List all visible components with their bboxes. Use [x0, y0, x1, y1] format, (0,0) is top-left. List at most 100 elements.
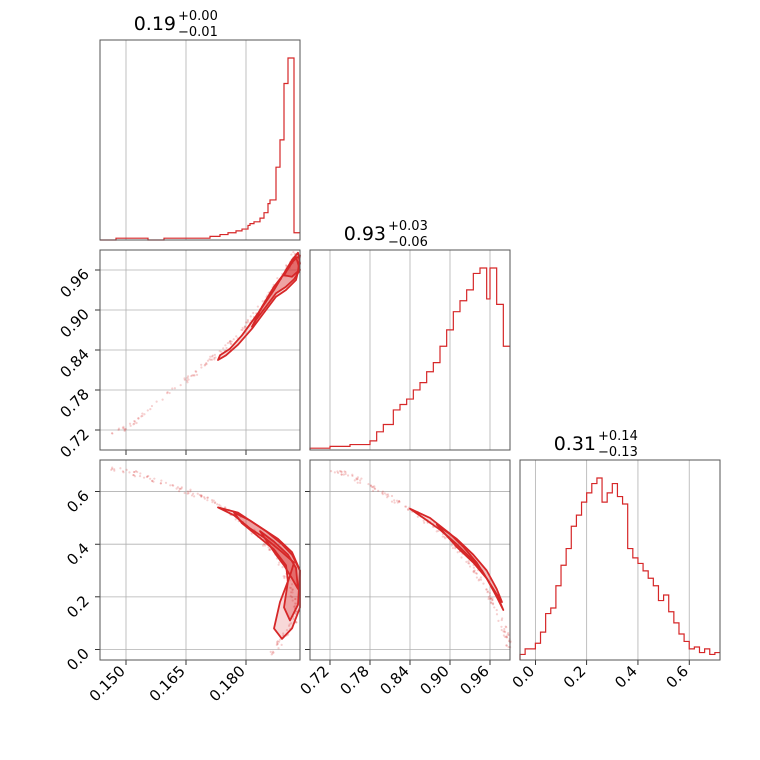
sample-point: [285, 264, 288, 267]
sample-point: [193, 374, 196, 377]
sample-point: [383, 492, 386, 495]
sample-point: [166, 392, 169, 395]
histogram-steps: [519, 477, 720, 660]
sample-point: [489, 597, 492, 600]
sample-point: [507, 645, 510, 649]
sample-point: [171, 387, 174, 390]
sample-point: [369, 484, 372, 487]
sample-point: [444, 537, 447, 540]
sample-point: [503, 630, 506, 633]
sample-point: [213, 353, 216, 356]
sample-point: [291, 588, 294, 591]
sample-point: [133, 470, 136, 474]
sample-point: [195, 370, 198, 373]
sample-point: [187, 492, 190, 495]
sample-point: [291, 599, 294, 602]
sample-point: [216, 503, 219, 506]
sample-point: [191, 492, 195, 495]
sample-point: [356, 477, 359, 481]
sample-point: [133, 422, 136, 425]
x-tick-label: 0.4: [611, 662, 641, 692]
sample-point: [203, 497, 206, 500]
sample-point: [183, 378, 186, 381]
sample-point: [133, 420, 137, 423]
sample-point: [213, 358, 216, 361]
sample-point: [146, 409, 149, 412]
sample-point: [396, 501, 399, 504]
sample-point: [149, 408, 152, 411]
y-tick-label: 0.78: [56, 385, 92, 421]
sample-point: [356, 481, 359, 484]
sample-point: [385, 493, 388, 496]
sample-point: [128, 471, 131, 474]
sample-point: [270, 653, 273, 656]
sample-point: [211, 501, 214, 504]
y-tick-label: 0.96: [56, 265, 92, 301]
sample-point: [226, 341, 229, 345]
sample-point: [282, 575, 285, 578]
sample-point: [246, 321, 249, 324]
sample-point: [344, 470, 347, 474]
x-tick-label: 0.6: [662, 662, 692, 692]
sample-point: [128, 422, 132, 425]
sample-point: [234, 518, 237, 521]
sample-point: [200, 494, 203, 498]
sample-point: [381, 490, 385, 493]
sample-point: [272, 651, 275, 654]
sample-point: [395, 499, 399, 502]
sample-point: [222, 347, 225, 350]
sample-point: [340, 473, 343, 476]
sample-point: [289, 594, 292, 598]
sample-point: [472, 569, 475, 573]
sample-point: [183, 377, 186, 380]
sample-point: [133, 419, 136, 423]
sample-point: [132, 473, 135, 477]
sample-point: [224, 344, 227, 347]
sample-point: [472, 570, 475, 573]
sample-point: [500, 618, 503, 622]
sample-point: [111, 467, 114, 471]
sample-point: [240, 328, 243, 332]
contour-level: [435, 523, 503, 603]
sample-point: [142, 476, 146, 479]
axes-frame: [309, 249, 511, 451]
panel-p10: 0.72 0.78 0.84 0.90 0.96: [56, 249, 301, 461]
sample-point: [113, 469, 116, 472]
sample-point: [292, 605, 296, 608]
sample-point: [390, 500, 394, 503]
panel-title-value: 0.93: [344, 223, 386, 245]
sample-point: [189, 488, 192, 491]
sample-point: [186, 375, 190, 378]
sample-point: [195, 373, 199, 376]
sample-point: [150, 479, 154, 483]
sample-point: [243, 325, 247, 328]
panel-p00: 0.19 +0.00−0.01: [99, 9, 301, 241]
sample-point: [491, 599, 494, 602]
sample-point: [487, 597, 490, 601]
sample-point: [141, 412, 144, 415]
sample-point: [295, 621, 298, 624]
x-tick-label: 0.2: [560, 662, 590, 692]
sample-point: [291, 588, 294, 591]
sample-point: [369, 484, 373, 487]
sample-point: [502, 634, 506, 637]
sample-point: [505, 635, 508, 638]
sample-point: [185, 379, 189, 382]
sample-point: [230, 340, 233, 343]
sample-point: [218, 503, 221, 506]
sample-point: [281, 566, 284, 569]
sample-point: [206, 496, 209, 499]
sample-point: [482, 582, 485, 585]
sample-point: [288, 586, 292, 589]
sample-point: [161, 398, 164, 401]
x-tick-label: 0.180: [206, 662, 249, 705]
sample-point: [490, 602, 493, 605]
sample-point: [209, 355, 212, 358]
sample-point: [204, 363, 207, 366]
sample-point: [500, 625, 503, 628]
sample-point: [336, 470, 339, 473]
sample-point: [387, 495, 390, 498]
sample-point: [292, 251, 295, 254]
sample-point: [147, 474, 150, 478]
sample-point: [186, 376, 189, 380]
